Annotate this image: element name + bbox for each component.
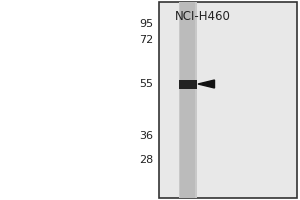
Bar [178,79,196,88]
Bar [178,2,196,198]
Text: 28: 28 [139,155,153,165]
Polygon shape [198,80,214,88]
Text: 36: 36 [139,131,153,141]
Bar [159,2,297,198]
Text: 95: 95 [139,19,153,29]
Text: 72: 72 [139,35,153,45]
Text: 55: 55 [139,79,153,89]
Bar [180,2,195,198]
Text: NCI-H460: NCI-H460 [175,10,230,23]
